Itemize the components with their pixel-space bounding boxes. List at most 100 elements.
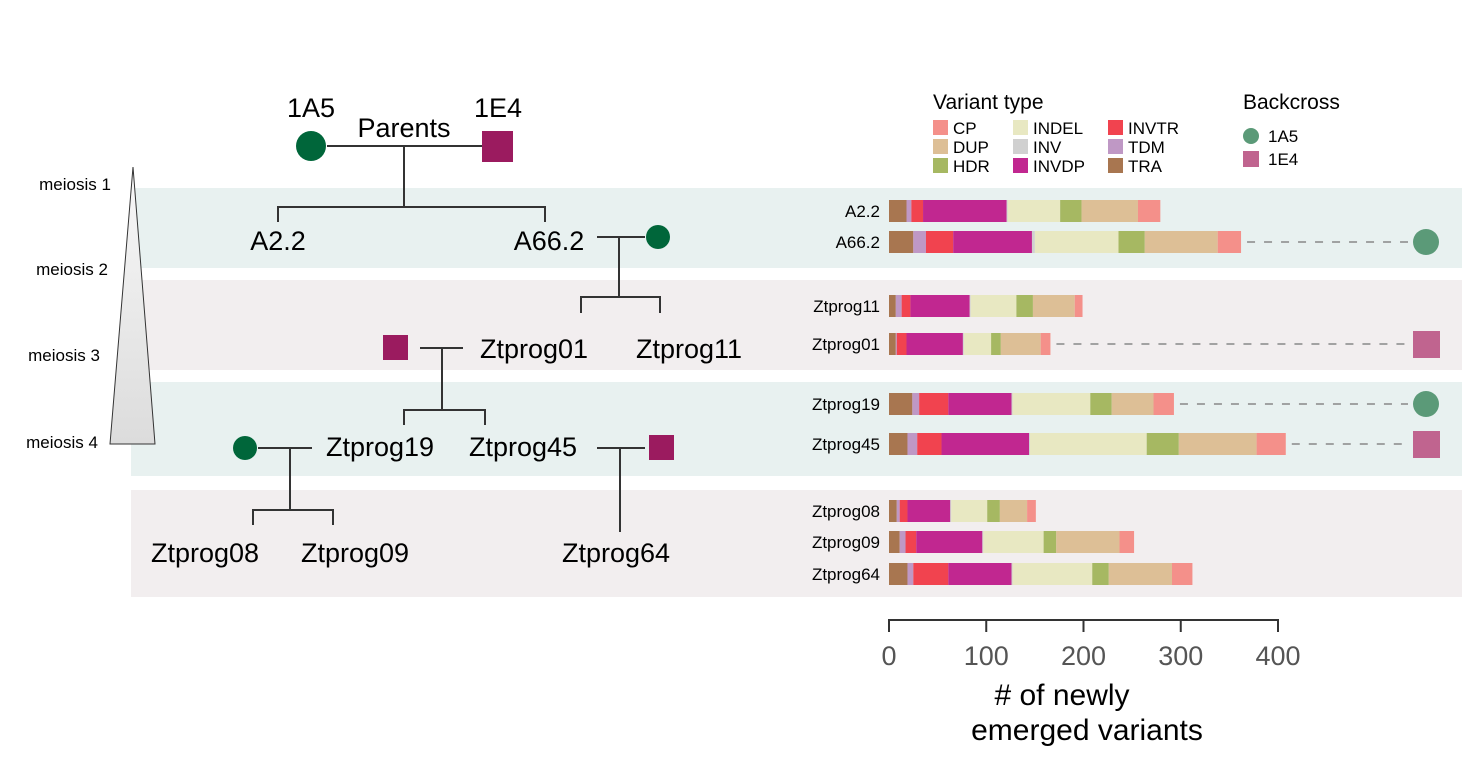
bar-segment-Ztprog01-TRA: [889, 333, 896, 355]
bar-segment-Ztprog09-DUP: [1056, 531, 1120, 553]
node-Ztprog09: Ztprog09: [301, 538, 409, 568]
bar-segment-Ztprog01-INVDP: [906, 333, 963, 355]
bar-segment-Ztprog11-INDEL: [970, 295, 1017, 317]
x-tick-label-400: 400: [1255, 641, 1300, 671]
bar-segment-Ztprog19-HDR: [1090, 393, 1112, 415]
x-tick-label-200: 200: [1061, 641, 1106, 671]
bar-segment-Ztprog19-TDM: [912, 393, 920, 415]
bar-segment-Ztprog09-TDM: [899, 531, 906, 553]
bar-label-Ztprog19: Ztprog19: [812, 395, 880, 414]
bar-segment-Ztprog19-INVTR: [919, 393, 949, 415]
bar-segment-A66.2-CP: [1217, 231, 1242, 253]
backcross-marker-A66.2: [1413, 229, 1439, 255]
bar-segment-Ztprog11-HDR: [1016, 295, 1033, 317]
bar-segment-A2.2-HDR: [1060, 200, 1082, 222]
band-meiosis-4: [131, 490, 1462, 597]
bar-segment-Ztprog64-TDM: [907, 563, 914, 585]
bar-segment-Ztprog64-INV: [1011, 563, 1013, 585]
backcross-marker-Ztprog19: [1413, 391, 1439, 417]
bar-segment-A66.2-INVTR: [925, 231, 954, 253]
bar-segment-A66.2-TDM: [913, 231, 926, 253]
x-tick-label-0: 0: [881, 641, 896, 671]
bar-segment-A66.2-INV: [1031, 231, 1035, 253]
bar-segment-Ztprog09-INVTR: [905, 531, 917, 553]
bar-segment-Ztprog08-CP: [1027, 500, 1036, 522]
bar-segment-Ztprog01-INV: [962, 333, 964, 355]
legend-swatch-DUP: [933, 139, 948, 154]
backcross-1A5-marker: [233, 436, 257, 460]
bar-segment-Ztprog09-INV: [982, 531, 984, 553]
parent-1A5-marker: [296, 131, 326, 161]
meiosis-label-1: meiosis 1: [39, 175, 111, 194]
bar-label-Ztprog64: Ztprog64: [812, 565, 880, 584]
bar-segment-Ztprog45-DUP: [1178, 433, 1257, 455]
legend-label-TRA: TRA: [1128, 157, 1163, 176]
band-meiosis-1: [131, 188, 1462, 268]
legend-backcross-1A5-marker: [1243, 128, 1259, 144]
bar-segment-Ztprog45-INV: [1029, 433, 1031, 455]
band-meiosis-2: [131, 280, 1462, 370]
backcross-1E4-marker: [383, 335, 408, 360]
x-tick-label-100: 100: [964, 641, 1009, 671]
bar-segment-Ztprog19-INV: [1011, 393, 1013, 415]
node-A66.2: A66.2: [514, 226, 585, 256]
legend-backcross-1A5-label: 1A5: [1268, 127, 1298, 146]
legend-swatch-CP: [933, 120, 948, 135]
bar-label-A66.2: A66.2: [836, 233, 880, 252]
bar-segment-Ztprog11-INVTR: [901, 295, 911, 317]
bar-segment-Ztprog64-DUP: [1108, 563, 1172, 585]
bar-segment-Ztprog11-CP: [1074, 295, 1083, 317]
bar-segment-Ztprog01-INVTR: [896, 333, 907, 355]
bar-segment-Ztprog64-INDEL: [1012, 563, 1093, 585]
bar-segment-Ztprog64-TRA: [889, 563, 908, 585]
bar-segment-A66.2-TRA: [889, 231, 914, 253]
legend-backcross-1E4-label: 1E4: [1268, 150, 1298, 169]
legend-swatch-INVTR: [1108, 120, 1123, 135]
bar-segment-Ztprog08-TRA: [889, 500, 897, 522]
legend-swatch-INV: [1013, 139, 1028, 154]
bar-segment-Ztprog01-TDM: [895, 333, 897, 355]
node-Ztprog08: Ztprog08: [151, 538, 259, 568]
bar-segment-Ztprog09-TRA: [889, 531, 900, 553]
meiosis-label-3: meiosis 3: [28, 346, 100, 365]
bar-label-A2.2: A2.2: [845, 202, 880, 221]
bar-segment-A2.2-CP: [1137, 200, 1161, 222]
node-Ztprog11: Ztprog11: [636, 334, 742, 364]
bar-segment-Ztprog08-INVTR: [899, 500, 908, 522]
legend-swatch-HDR: [933, 158, 948, 173]
bar-label-Ztprog11: Ztprog11: [813, 297, 880, 316]
parent-left-label: 1A5: [287, 93, 335, 123]
bar-segment-Ztprog11-DUP: [1032, 295, 1075, 317]
node-A2.2: A2.2: [250, 226, 306, 256]
legend-label-INVDP: INVDP: [1033, 157, 1085, 176]
x-axis-title-line-1: # of newly: [994, 679, 1129, 712]
x-axis-title-line-2: emerged variants: [971, 714, 1203, 747]
bar-segment-Ztprog11-TRA: [889, 295, 896, 317]
legend-label-DUP: DUP: [953, 138, 989, 157]
bar-segment-Ztprog08-INVDP: [907, 500, 951, 522]
meiosis-triangle: [109, 166, 156, 445]
parents-label: Parents: [357, 113, 450, 143]
parent-right-label: 1E4: [474, 93, 522, 123]
bar-segment-Ztprog64-HDR: [1092, 563, 1109, 585]
bar-segment-A2.2-DUP: [1081, 200, 1138, 222]
bar-segment-Ztprog64-CP: [1171, 563, 1193, 585]
legend-swatch-TDM: [1108, 139, 1123, 154]
bar-segment-A2.2-INDEL: [1007, 200, 1061, 222]
bar-chart: A2.2 A66.2 Ztprog11 Ztprog01 Ztprog19 Ztprog4…: [812, 200, 1440, 585]
bar-segment-Ztprog11-INV: [969, 295, 971, 317]
bar-segment-A2.2-TDM: [906, 200, 912, 222]
bar-segment-Ztprog11-INVDP: [910, 295, 970, 317]
bar-segment-A66.2-HDR: [1118, 231, 1145, 253]
bar-segment-Ztprog64-INVDP: [948, 563, 1012, 585]
bar-label-Ztprog45: Ztprog45: [812, 435, 880, 454]
node-Ztprog45: Ztprog45: [469, 432, 577, 462]
legend-swatch-INDEL: [1013, 120, 1028, 135]
parent-1E4-marker: [482, 131, 513, 162]
bar-segment-Ztprog64-INVTR: [913, 563, 949, 585]
bar-segment-Ztprog09-HDR: [1043, 531, 1057, 553]
node-Ztprog01: Ztprog01: [480, 334, 588, 364]
bar-segment-Ztprog45-TRA: [889, 433, 908, 455]
